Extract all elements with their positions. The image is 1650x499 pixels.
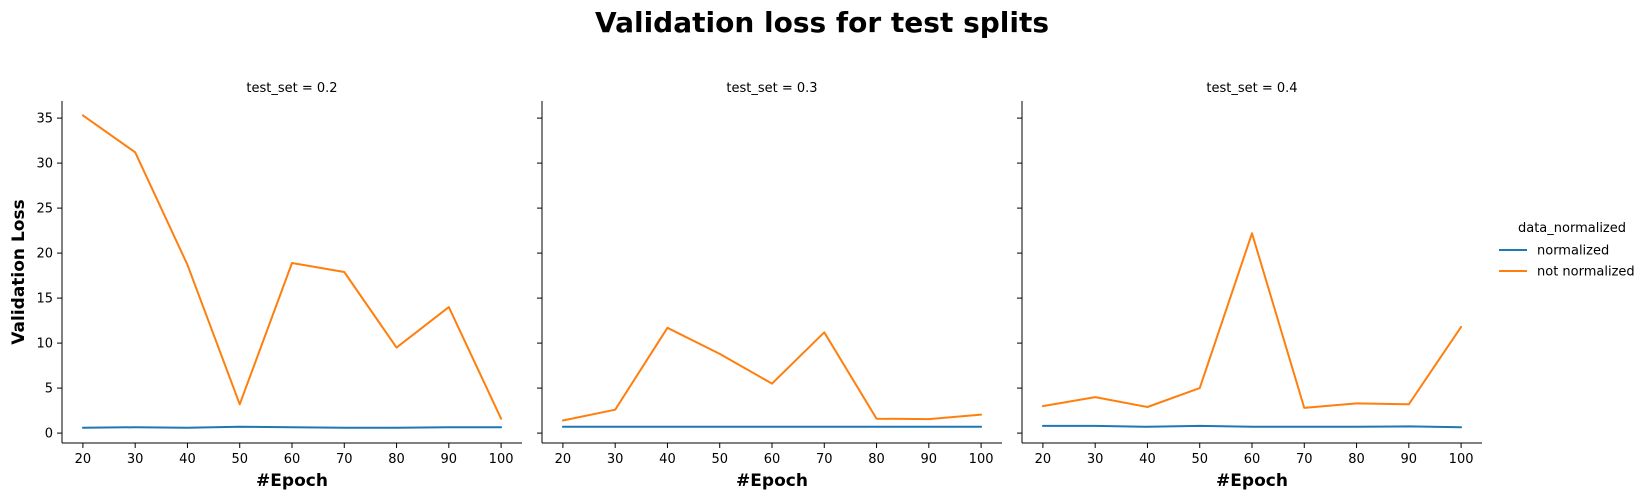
x-tick-label: 100 (969, 452, 994, 467)
facet-title: test_set = 0.2 (246, 81, 337, 96)
y-tick-label: 10 (36, 337, 53, 352)
facet-panels: test_set = 0.2 0 5 10 15 20 25 30 35 20 30 40 50 60 70… (36, 81, 1482, 491)
y-tick-label: 35 (36, 112, 53, 127)
x-tick-label: 30 (127, 452, 144, 467)
x-tick-label: 40 (179, 452, 196, 467)
x-tick-label: 30 (607, 452, 624, 467)
x-tick-label: 80 (1348, 452, 1365, 467)
x-tick-label: 60 (284, 452, 301, 467)
y-tick-label: 0 (45, 427, 53, 442)
chart-title: Validation loss for test splits (595, 6, 1049, 39)
x-tick-label: 70 (816, 452, 833, 467)
y-tick-label: 30 (36, 157, 53, 172)
x-tick-label: 90 (1401, 452, 1418, 467)
x-tick-label: 50 (1191, 452, 1208, 467)
series-line-normalized (1041, 424, 1463, 429)
y-tick-label: 15 (36, 292, 53, 307)
x-tick-label: 20 (1035, 452, 1052, 467)
x-tick-label: 20 (555, 452, 572, 467)
facet-title: test_set = 0.3 (726, 81, 817, 96)
series-line-normalized (81, 425, 503, 429)
x-tick-label: 90 (441, 452, 458, 467)
x-tick-label: 60 (764, 452, 781, 467)
facet-panel-1: test_set = 0.2 0 5 10 15 20 25 30 35 20 30 40 50 60 70… (36, 81, 522, 491)
y-tick-label: 25 (36, 202, 53, 217)
x-tick-label: 20 (75, 452, 92, 467)
legend-title: data_normalized (1518, 221, 1626, 236)
x-axis-label: #Epoch (256, 471, 328, 491)
y-tick-label: 20 (36, 247, 53, 262)
y-tick-label: 5 (45, 382, 53, 397)
x-tick-label: 90 (921, 452, 938, 467)
x-tick-label: 70 (336, 452, 353, 467)
x-tick-label: 70 (1296, 452, 1313, 467)
x-tick-label: 50 (711, 452, 728, 467)
x-tick-label: 40 (1139, 452, 1156, 467)
x-tick-label: 80 (388, 452, 405, 467)
facet-panel-2: test_set = 0.3 20 30 40 50 60 70 80 90 100 #Epoch (537, 81, 1002, 491)
legend-label: normalized (1537, 244, 1609, 259)
x-axis-label: #Epoch (736, 471, 808, 491)
series-line-not-normalized (1041, 232, 1463, 409)
x-tick-label: 100 (1449, 452, 1474, 467)
facet-title: test_set = 0.4 (1206, 81, 1297, 96)
y-axis-label: Validation Loss (9, 199, 29, 344)
legend-label: not normalized (1537, 265, 1635, 280)
facet-panel-3: test_set = 0.4 20 30 40 50 60 70 80 90 100 #Epoch (1017, 81, 1482, 491)
series-line-not-normalized (81, 114, 503, 420)
x-axis-label: #Epoch (1216, 471, 1288, 491)
x-tick-label: 100 (489, 452, 514, 467)
x-tick-label: 40 (659, 452, 676, 467)
legend: data_normalized normalized not normalized (1499, 221, 1635, 280)
x-tick-label: 60 (1244, 452, 1261, 467)
x-tick-label: 80 (868, 452, 885, 467)
x-tick-label: 50 (231, 452, 248, 467)
x-tick-label: 30 (1087, 452, 1104, 467)
series-line-not-normalized (561, 326, 983, 422)
